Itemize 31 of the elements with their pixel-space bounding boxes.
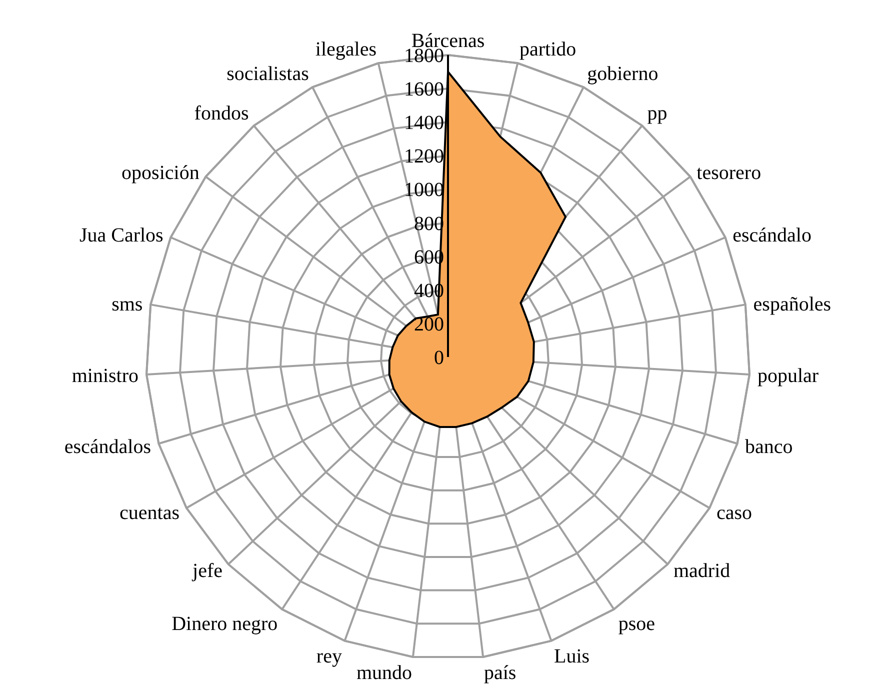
spoke-label: jefe [192, 560, 223, 582]
y-tick-label: 0 [434, 347, 444, 369]
spoke-label: oposición [122, 162, 200, 184]
spoke-label: escándalo [732, 224, 812, 246]
y-tick-label: 1600 [404, 78, 444, 101]
spoke-label: Jua Carlos [79, 224, 164, 246]
spoke-label: pp [647, 102, 668, 125]
spoke-label: banco [744, 436, 793, 458]
spoke-label: españoles [753, 293, 832, 316]
spoke-label: fondos [194, 102, 249, 125]
spoke-label: tesorero [696, 162, 762, 184]
spoke-label: psoe [618, 613, 656, 636]
spoke-label: caso [716, 502, 752, 524]
spoke-label: partido [519, 38, 576, 60]
spoke-label: gobierno [587, 62, 658, 85]
spoke-label: mundo [356, 662, 412, 684]
spoke-label: socialistas [226, 62, 310, 85]
spoke-label: país [484, 662, 516, 684]
y-tick-label: 1400 [404, 112, 444, 134]
spoke-label: popular [757, 365, 819, 388]
y-tick-label: 200 [414, 313, 444, 336]
spoke-label: escándalos [64, 436, 152, 458]
spoke-label: ilegales [315, 38, 377, 60]
y-tick-label: 1200 [404, 146, 444, 168]
spoke-label: Dinero negro [172, 613, 278, 636]
spoke-label: madrid [673, 560, 730, 582]
spoke-label: sms [112, 293, 143, 316]
spoke-label: rey [316, 646, 342, 668]
spoke-label: cuentas [120, 502, 180, 524]
spoke-label: Luis [554, 646, 590, 668]
spoke-label: ministro [72, 365, 139, 388]
